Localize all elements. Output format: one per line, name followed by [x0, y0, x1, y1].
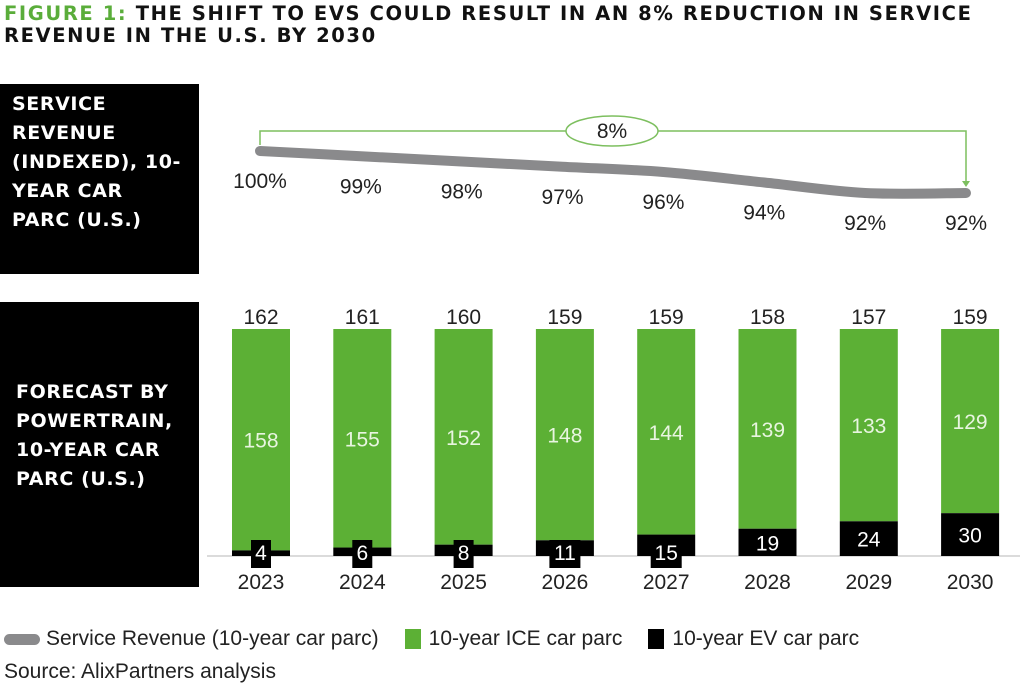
- revenue-value-label: 99%: [340, 175, 382, 198]
- x-tick-label: 2024: [339, 571, 386, 594]
- x-tick-label: 2023: [238, 571, 285, 594]
- ice-value-label: 148: [547, 425, 582, 448]
- ev-value-label: 24: [857, 529, 881, 552]
- ice-bar-segment: [941, 329, 1000, 514]
- annotation-label: 8%: [597, 120, 627, 143]
- legend-label: 10-year EV car parc: [672, 627, 860, 650]
- ev-value-label: 15: [655, 542, 678, 565]
- ev-value-label: 8: [458, 542, 470, 565]
- legend-ev-swatch: [648, 629, 665, 649]
- ice-value-label: 139: [750, 419, 785, 442]
- revenue-panel-label: SERVICE REVENUE (INDEXED), 10-YEAR CAR P…: [0, 84, 199, 274]
- ev-label-background: [251, 540, 271, 568]
- ice-bar-segment: [535, 329, 594, 541]
- ice-value-label: 155: [345, 428, 380, 451]
- legend-item-revenue: Service Revenue (10-year car parc): [4, 627, 379, 651]
- revenue-value-label: 100%: [233, 170, 287, 193]
- ev-bar-segment: [839, 521, 898, 556]
- total-value-label: 159: [953, 306, 988, 329]
- total-value-label: 159: [649, 306, 684, 329]
- revenue-value-label: 97%: [542, 186, 584, 209]
- figure-title: FIGURE 1: THE SHIFT TO EVS COULD RESULT …: [4, 3, 1014, 47]
- ev-bar-segment: [738, 528, 797, 556]
- legend-line-swatch: [4, 633, 40, 645]
- revenue-value-label: 94%: [743, 202, 785, 225]
- ev-value-label: 19: [756, 532, 779, 555]
- revenue-value-label: 92%: [945, 212, 987, 235]
- ice-bar-segment: [738, 329, 797, 529]
- legend-label: 10-year ICE car parc: [428, 627, 623, 650]
- ice-bar-segment: [839, 329, 898, 522]
- annotation-bracket-left: [259, 130, 566, 145]
- annotation-arrowhead: [962, 181, 970, 187]
- x-tick-label: 2026: [542, 571, 589, 594]
- revenue-value-label: 92%: [844, 212, 886, 235]
- ice-value-label: 152: [446, 427, 481, 450]
- ev-value-label: 6: [356, 542, 368, 565]
- x-tick-label: 2030: [947, 571, 994, 594]
- total-value-label: 161: [345, 306, 380, 329]
- total-value-label: 162: [243, 306, 278, 329]
- ice-bar-segment: [434, 329, 493, 545]
- ev-value-label: 4: [255, 542, 267, 565]
- ev-value-label: 30: [958, 525, 981, 548]
- legend-item-ev: 10-year EV car parc: [648, 627, 859, 651]
- powertrain-bar-chart: 4 158 162 2023 6 155 161 2024 8 152 160 2025 11 148 15…: [207, 306, 1020, 594]
- total-value-label: 160: [446, 306, 481, 329]
- ice-value-label: 129: [953, 411, 988, 434]
- total-value-label: 157: [851, 306, 886, 329]
- total-value-label: 158: [750, 306, 785, 329]
- annotation-ellipse: [565, 115, 659, 147]
- x-tick-label: 2027: [643, 571, 690, 594]
- ev-label-background: [650, 540, 682, 568]
- legend-label: Service Revenue (10-year car parc): [46, 627, 379, 650]
- legend-item-ice: 10-year ICE car parc: [404, 627, 623, 651]
- x-tick-label: 2028: [744, 571, 791, 594]
- ice-bar-segment: [232, 329, 290, 551]
- annotation-bracket-right: [658, 130, 967, 184]
- revenue-line-chart: 100% 99% 98% 97% 96% 94% 92% 92% 8%: [233, 115, 987, 235]
- ev-label-background: [453, 540, 474, 568]
- ev-label-background: [352, 540, 373, 568]
- ice-value-label: 158: [243, 430, 278, 453]
- service-revenue-line: [255, 146, 971, 199]
- ice-bar-segment: [333, 329, 392, 548]
- figure-title-prefix: FIGURE 1:: [4, 2, 128, 25]
- figure-title-text: THE SHIFT TO EVS COULD RESULT IN AN 8% R…: [4, 2, 973, 47]
- powertrain-panel-label: FORECAST BY POWERTRAIN, 10-YEAR CAR PARC…: [0, 302, 199, 587]
- source-note: Source: AlixPartners analysis: [4, 660, 276, 683]
- legend-ice-swatch: [404, 629, 421, 649]
- legend: Service Revenue (10-year car parc) 10-ye…: [4, 627, 885, 651]
- revenue-value-label: 98%: [441, 181, 483, 204]
- ev-value-label: 11: [554, 542, 576, 565]
- ice-value-label: 144: [649, 422, 684, 445]
- revenue-value-label: 96%: [642, 191, 684, 214]
- ice-bar-segment: [637, 329, 696, 535]
- ice-value-label: 133: [851, 415, 886, 438]
- ev-bar-segment: [941, 513, 1000, 556]
- x-tick-label: 2029: [845, 571, 892, 594]
- total-value-label: 159: [547, 306, 582, 329]
- x-tick-label: 2025: [440, 571, 487, 594]
- ev-label-background: [549, 540, 581, 568]
